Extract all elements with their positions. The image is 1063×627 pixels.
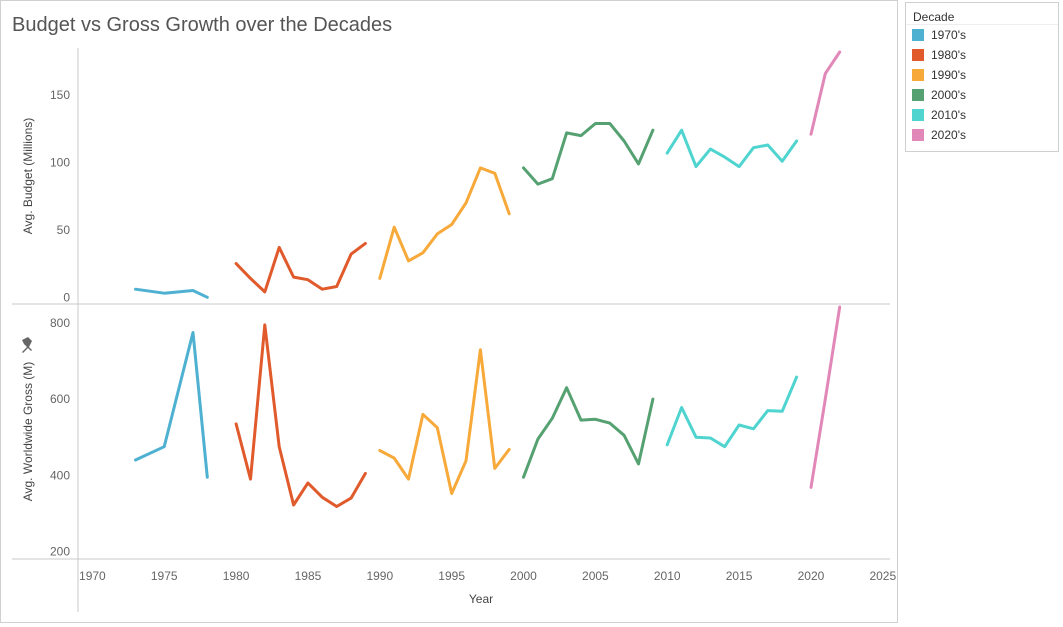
legend-swatch (912, 109, 924, 121)
legend-label: 1970's (931, 28, 966, 42)
x-tick-label: 2010 (654, 569, 681, 583)
series-line-1990s-panel1 (378, 166, 511, 280)
legend-title: Decade (906, 3, 1058, 25)
y-tick-label: 100 (50, 156, 70, 170)
y-tick-label: 800 (50, 316, 70, 330)
x-tick-label: 1975 (151, 569, 178, 583)
y-tick-label: 400 (50, 468, 70, 482)
series-line-1970s-panel1 (134, 287, 209, 299)
legend-swatch (912, 29, 924, 41)
legend-label: 2010's (931, 108, 966, 122)
x-tick-label: 1990 (366, 569, 393, 583)
y-tick-label: 50 (57, 223, 71, 237)
legend-swatch (912, 89, 924, 101)
x-axis-label: Year (469, 592, 493, 606)
line-chart: 0 50 100 150 Avg. Budget (Millions) 200 400 600… (12, 48, 896, 612)
series-line-2020s-panel2 (809, 305, 842, 489)
chart-frame (0, 0, 898, 623)
y-axis-label: Avg. Worldwide Gross (M) (21, 362, 35, 502)
chart-title: Budget vs Gross Growth over the Decades (12, 14, 393, 36)
legend-label: 2020's (931, 128, 966, 142)
legend-item[interactable]: 1990's (906, 65, 1058, 85)
series-line-2010s-panel1 (665, 128, 799, 169)
legend-swatch (912, 69, 924, 81)
series-line-2020s-panel1 (809, 50, 842, 136)
legend-label: 2000's (931, 88, 966, 102)
x-tick-label: 2020 (798, 569, 825, 583)
legend-item[interactable]: 2000's (906, 85, 1058, 105)
series-line-2000s-panel1 (522, 122, 655, 186)
y-tick-label: 200 (50, 544, 70, 558)
y-tick-label: 150 (50, 88, 70, 102)
y-tick-label: 0 (63, 290, 70, 304)
series-line-1980s-panel1 (234, 241, 367, 294)
x-tick-label: 2025 (869, 569, 896, 583)
series-line-1970s-panel2 (134, 331, 209, 479)
legend-label: 1980's (931, 48, 966, 62)
y-tick-label: 600 (50, 392, 70, 406)
legend[interactable]: Decade 1970's 1980's 1990's 2000's 2010's 202… (905, 2, 1059, 152)
x-tick-label: 2000 (510, 569, 537, 583)
legend-item[interactable]: 1970's (906, 25, 1058, 45)
series-line-1990s-panel2 (378, 348, 511, 495)
y-axis-label: Avg. Budget (Millions) (21, 118, 35, 235)
legend-swatch (912, 49, 924, 61)
x-tick-label: 1995 (438, 569, 465, 583)
legend-swatch (912, 129, 924, 141)
pin-icon (22, 337, 32, 353)
legend-item[interactable]: 2020's (906, 125, 1058, 145)
series-line-1980s-panel2 (234, 323, 367, 508)
legend-item[interactable]: 1980's (906, 45, 1058, 65)
legend-item[interactable]: 2010's (906, 105, 1058, 125)
series-line-2010s-panel2 (665, 375, 799, 449)
series-line-2000s-panel2 (522, 386, 655, 479)
legend-items: 1970's 1980's 1990's 2000's 2010's 2020's (906, 25, 1058, 145)
x-tick-label: 2015 (726, 569, 753, 583)
x-tick-label: 1980 (223, 569, 250, 583)
x-tick-label: 1970 (79, 569, 106, 583)
x-tick-label: 1985 (295, 569, 322, 583)
x-tick-label: 2005 (582, 569, 609, 583)
legend-label: 1990's (931, 68, 966, 82)
